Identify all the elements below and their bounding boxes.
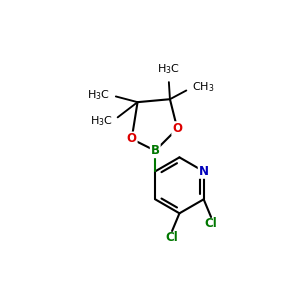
Text: CH$_3$: CH$_3$ — [192, 80, 214, 94]
Text: H$_3$C: H$_3$C — [157, 62, 180, 76]
Text: Cl: Cl — [205, 217, 218, 230]
Text: O: O — [127, 133, 137, 146]
Text: H$_3$C: H$_3$C — [87, 88, 110, 102]
Text: O: O — [172, 122, 182, 135]
Text: N: N — [199, 165, 209, 178]
Text: Cl: Cl — [166, 231, 178, 244]
Text: B: B — [151, 144, 160, 157]
Text: H$_3$C: H$_3$C — [90, 114, 112, 128]
